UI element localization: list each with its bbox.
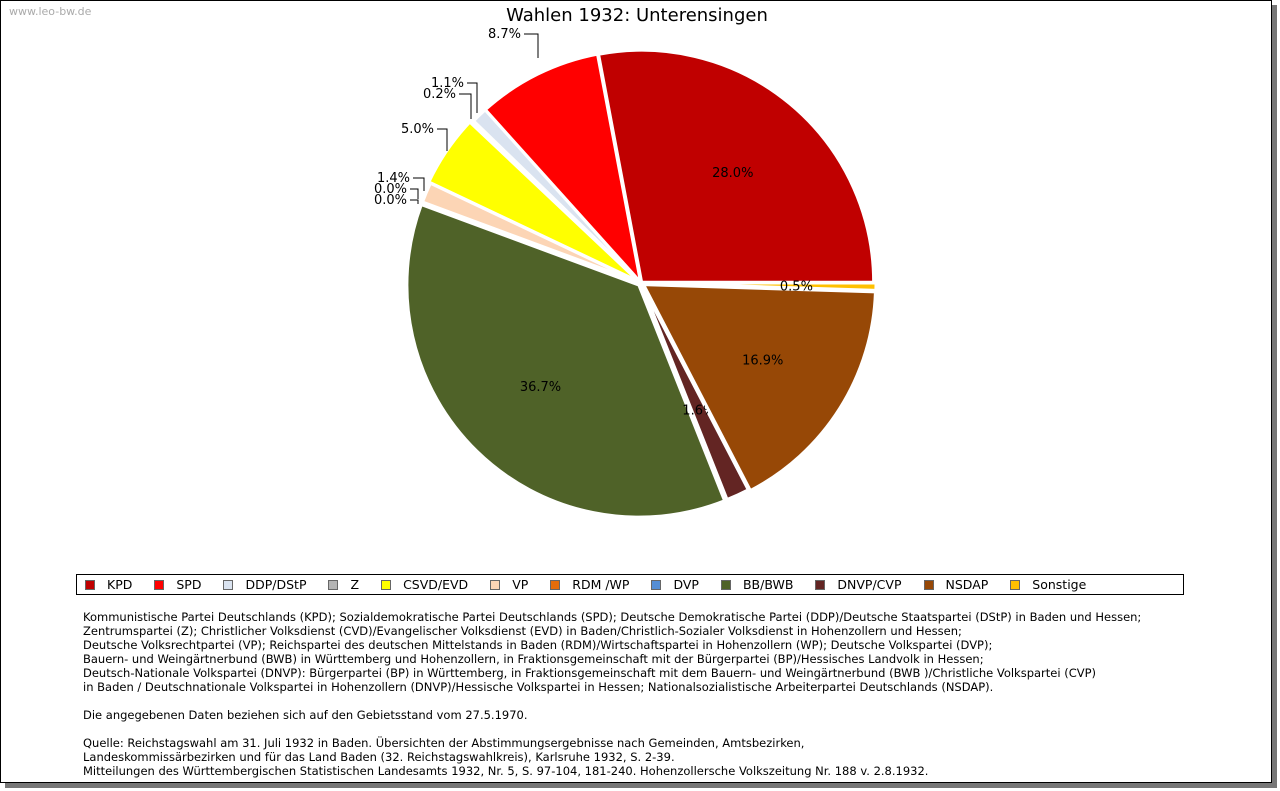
legend-item: SPD (154, 577, 201, 592)
legend-item: Z (328, 577, 359, 592)
legend-swatch (550, 579, 561, 590)
legend-swatch (328, 579, 339, 590)
data-label: 28.0% (712, 166, 753, 181)
legend-label: CSVD/EVD (403, 577, 469, 592)
legend-label: Sonstige (1032, 577, 1087, 592)
legend-swatch (85, 579, 95, 590)
legend-label: KPD (107, 577, 133, 592)
data-label: 1.4% (377, 171, 410, 186)
legend-swatch (223, 579, 234, 590)
pie-slice-kpd (596, 48, 876, 284)
legend-label: NSDAP (945, 577, 989, 592)
data-label: 36.7% (520, 380, 561, 395)
legend-swatch (381, 579, 392, 590)
legend-swatch (154, 579, 165, 590)
pie-slice-nsdap (641, 283, 877, 493)
footnote-line (83, 722, 1141, 736)
pie-slice-dnvp-cvp (640, 283, 751, 502)
footnote-line: Kommunistische Partei Deutschlands (KPD)… (83, 610, 1142, 624)
legend-swatch (815, 579, 826, 590)
legend-label: DNVP/CVP (837, 577, 902, 592)
legend-label: DVP (673, 577, 699, 592)
footnote-line: Mitteilungen des Württembergischen Stati… (83, 764, 929, 778)
footnote-line: Die angegebenen Daten beziehen sich auf … (83, 708, 528, 722)
data-label: 5.0% (401, 122, 434, 137)
data-label: 0.0% (374, 182, 407, 197)
legend-swatch (1010, 579, 1021, 590)
leader-line (467, 82, 478, 113)
legend-label: BB/BWB (742, 577, 794, 592)
footnote-line: Deutsche Volksrechtpartei (VP); Reichspa… (83, 638, 993, 652)
legend-item: DVP (651, 577, 699, 592)
pie-slice-bb-bwb (405, 202, 727, 519)
pie-slice-sonstige (643, 281, 878, 292)
legend-item: VP (490, 577, 528, 592)
pie-chart: 28.0%8.7%1.1%0.2%5.0%1.4%0.0%0.0%36.7%1.… (374, 27, 878, 519)
legend-item: DDP/DStP (223, 577, 306, 592)
legend-item: RDM /WP (550, 577, 629, 592)
footnote-line: Deutsch-Nationale Volkspartei (DNVP): Bü… (83, 666, 1097, 680)
leader-line (524, 33, 539, 58)
data-label: 8.7% (488, 27, 521, 42)
legend-label: VP (512, 577, 529, 592)
legend-item: NSDAP (923, 577, 989, 592)
data-label: 0.5% (780, 279, 813, 294)
pie-slice-spd (483, 52, 644, 288)
footnote-line: Bauern- und Weingärtnerbund (BWB) in Wür… (83, 652, 984, 666)
legend-item: KPD (85, 577, 132, 592)
legend-item: Sonstige (1010, 577, 1086, 592)
watermark: www.leo-bw.de (9, 5, 92, 18)
pie-slice-vp (420, 181, 641, 285)
data-label: 0.2% (423, 87, 456, 102)
leader-line (410, 199, 419, 204)
footnotes: Kommunistische Partei Deutschlands (KPD)… (83, 610, 1141, 778)
legend: KPD SPD DDP/DStP Z CSVD/EVD VP RDM /WP DVP BB/BW… (76, 574, 1184, 595)
data-label: 1.1% (431, 76, 464, 91)
chart-title: Wahlen 1932: Unterensingen (506, 5, 768, 26)
data-label: 0.0% (374, 193, 407, 208)
footnote-line: Zentrumspartei (Z); Christlicher Volksdi… (83, 624, 962, 638)
legend-swatch (490, 579, 501, 590)
legend-swatch (923, 579, 934, 590)
leader-line (437, 128, 448, 151)
legend-swatch (720, 579, 731, 590)
legend-item: CSVD/EVD (381, 577, 468, 592)
legend-label: SPD (176, 577, 202, 592)
footnote-line: in Baden / Deutschnationale Volkspartei … (83, 680, 994, 694)
footnote-line: Quelle: Reichstagswahl am 31. Juli 1932 … (83, 736, 805, 750)
legend-label: Z (350, 577, 360, 592)
leader-line (413, 177, 425, 191)
legend-label: DDP/DStP (245, 577, 307, 592)
leader-line (410, 188, 419, 199)
footnote-line: Landeskommissärbezirken und für das Land… (83, 750, 675, 764)
legend-label: RDM /WP (572, 577, 630, 592)
legend-item: DNVP/CVP (815, 577, 902, 592)
legend-item: BB/BWB (720, 577, 794, 592)
footnote-line (83, 694, 1141, 708)
legend-swatch (651, 579, 662, 590)
leader-line (459, 93, 472, 119)
data-label: 16.9% (742, 354, 783, 369)
